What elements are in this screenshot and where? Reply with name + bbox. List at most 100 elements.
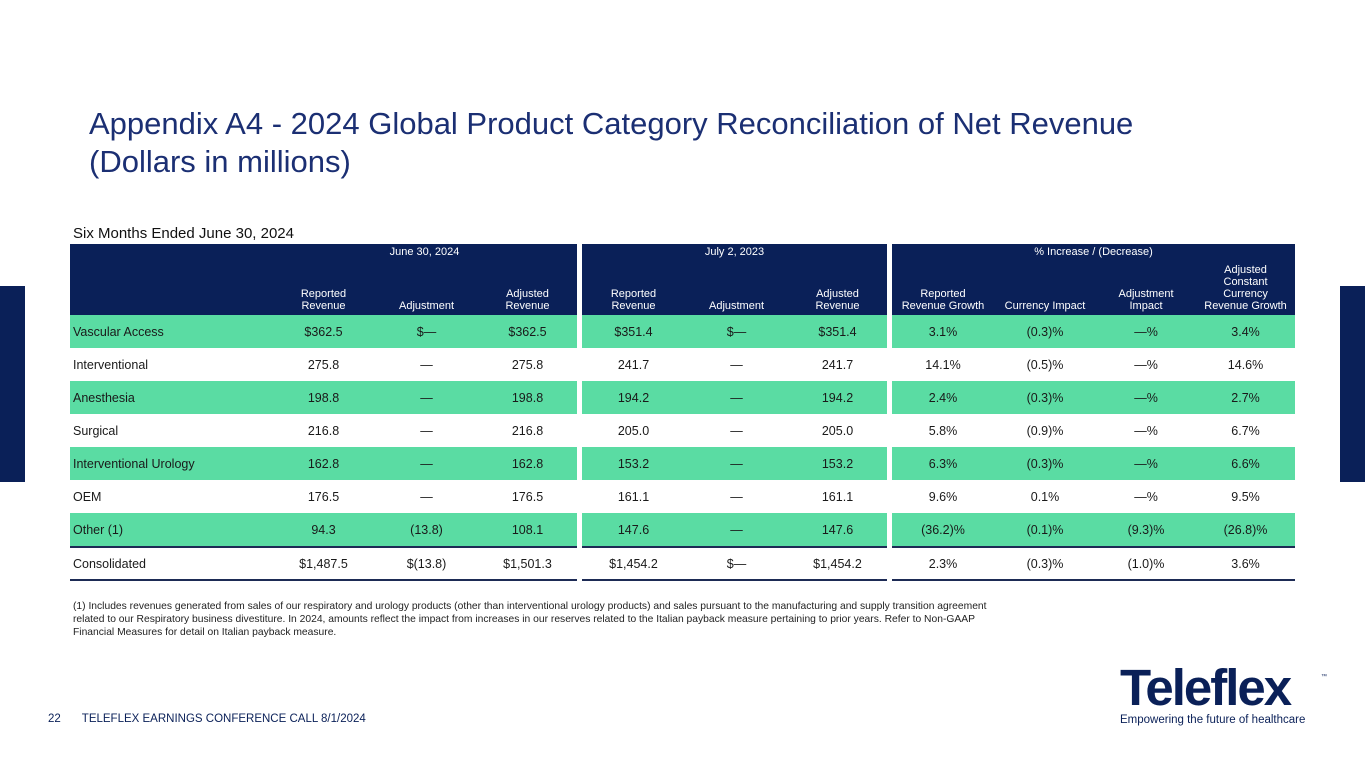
table-cell: $362.5 [478,315,577,348]
column-gap [887,260,892,315]
column-gap [577,480,582,513]
column-gap [577,381,582,414]
logo-wordmark: Teleflex [1120,659,1292,716]
column-gap [577,315,582,348]
column-gap [887,348,892,381]
table-cell: 194.2 [582,381,685,414]
table-cell: 6.6% [1196,447,1296,480]
column-header: Reported Revenue Growth [892,260,994,315]
table-cell: 3.4% [1196,315,1296,348]
table-cell: 0.1% [1030,489,1060,504]
table-cell: $351.4 [582,315,685,348]
table-row: Interventional 275.8 — 275.8 241.7 — 241.7 14.1… [70,348,1295,381]
row-label: Vascular Access [70,315,272,348]
column-gap [577,260,582,315]
column-header-line: Reported [300,288,347,300]
footnote: (1) Includes revenues generated from sal… [73,601,987,638]
column-gap [577,513,582,546]
table-cell: — [375,381,478,414]
table-cell: 161.1 [617,489,650,504]
table-cell: $(13.8) [375,546,478,581]
table-cell: (9.3)% [1096,513,1196,546]
table-row: Surgical 216.8 — 216.8 205.0 — 205.0 5.8% (0.9)%… [70,414,1295,447]
table-cell: —% [1096,381,1196,414]
slide-title: Appendix A4 - 2024 Global Product Catego… [89,105,1289,181]
column-header-line: Revenue [815,300,860,312]
column-gap [577,546,582,581]
column-gap [577,244,582,260]
table-cell: 241.7 [821,357,854,372]
table-row: Other (1) 94.3 (13.8) 108.1 147.6—147.6 (36.2… [70,513,1296,546]
table-cell: — [420,423,433,438]
column-header: Adjusted Revenue [478,260,577,315]
column-header-line: Reported [920,288,966,300]
column-header: Reported Revenue [272,260,375,315]
column-header-line: Reported [610,288,657,300]
table-cell: (36.2)% [892,513,994,546]
table-cell: 3.1% [892,315,994,348]
table-cell: 147.6 [788,513,887,546]
table-row: Anesthesia 198.8—198.8 194.2—194.2 2.4% (0.3… [70,381,1296,414]
table-cell: $— [685,546,788,581]
column-gap [887,447,892,480]
table-cell: 6.3% [892,447,994,480]
table-cell: (0.3)% [994,546,1096,581]
table-cell: $1,501.3 [478,546,577,581]
column-header-line: Adjusted [506,288,549,300]
column-header: Adjustment [375,260,478,315]
table-cell: 275.8 [511,357,544,372]
table-cell: 241.7 [617,357,650,372]
column-gap [887,414,892,447]
table-cell: 14.1% [925,357,961,372]
group-header-change: % Increase / (Decrease) [892,244,1296,260]
column-gap [887,546,892,581]
table-cell: — [730,423,743,438]
table-cell: (26.8)% [1196,513,1296,546]
logo-tagline: Empowering the future of healthcare [1120,714,1306,726]
column-header-line: Revenue Growth [901,300,985,312]
table-cell: — [730,489,743,504]
table-cell: $— [685,315,788,348]
group-header-prior: July 2, 2023 [582,244,887,260]
total-row: Consolidated $1,487.5 $(13.8) $1,501.3 $1,45… [70,546,1296,581]
right-accent-bar [1340,286,1365,482]
group-header-current: June 30, 2024 [272,244,577,260]
column-gap [887,315,892,348]
table-cell: — [685,513,788,546]
column-header-line: Adjusted [816,288,859,300]
table-cell: —% [1134,423,1158,438]
table-cell: 275.8 [307,357,340,372]
table-cell: — [685,381,788,414]
column-header-line: Adjustment [398,300,455,312]
table-cell: 216.8 [307,423,340,438]
footer-text: TELEFLEX EARNINGS CONFERENCE CALL 8/1/20… [81,713,366,725]
column-header: Adjustment [685,260,788,315]
row-label: Interventional [73,357,149,372]
slide-title-line-2: (Dollars in millions) [89,144,351,179]
table-cell: 2.4% [892,381,994,414]
column-header-line: Adjusted [1224,264,1267,276]
table-cell: $1,487.5 [272,546,375,581]
row-label: OEM [73,489,102,504]
table-cell: 9.6% [928,489,958,504]
slide-title-line-1: Appendix A4 - 2024 Global Product Catego… [89,106,1134,141]
table-cell: 194.2 [788,381,887,414]
table-cell: 176.5 [307,489,340,504]
table-cell: 205.0 [617,423,650,438]
column-header: Adjustment Impact [1096,260,1196,315]
table-cell: 5.8% [928,423,958,438]
table-cell: —% [1134,489,1158,504]
table-cell: 205.0 [821,423,854,438]
column-header-line: Constant [1223,276,1268,288]
row-label: Anesthesia [70,381,272,414]
table-cell: 147.6 [582,513,685,546]
row-label: Other (1) [70,513,272,546]
table-cell: 3.6% [1196,546,1296,581]
table-period-subtitle: Six Months Ended June 30, 2024 [73,225,294,242]
table-cell: (0.3)% [994,381,1096,414]
column-header-line: Adjustment [1118,288,1174,300]
table-row: Vascular Access $362.5 $— $362.5 $351.4 $— $35… [70,315,1296,348]
table-cell: (0.5)% [1026,357,1064,372]
row-label: Interventional Urology [70,447,272,480]
table-cell: 162.8 [478,447,577,480]
